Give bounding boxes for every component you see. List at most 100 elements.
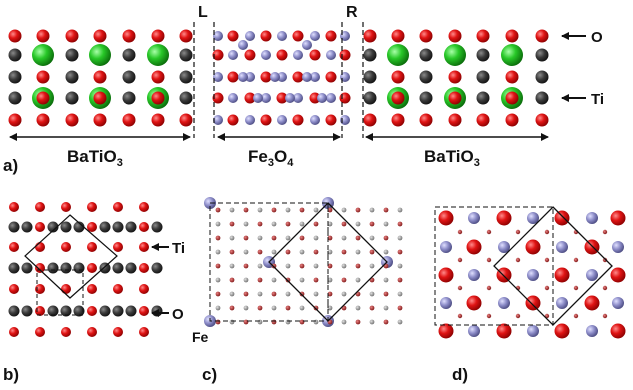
titanium-atom xyxy=(47,262,59,274)
oxygen-atom xyxy=(419,29,433,43)
small-oxygen-atom xyxy=(369,249,375,255)
small-oxygen-atom xyxy=(313,249,319,255)
interface-label-left: L xyxy=(198,4,208,21)
titanium-atom xyxy=(363,48,377,62)
barium-atom xyxy=(387,44,409,66)
small-oxygen-atom xyxy=(457,257,463,263)
oxygen-atom xyxy=(8,113,22,127)
titanium-atom xyxy=(151,262,163,274)
small-oxygen-atom xyxy=(383,235,389,241)
small-titanium-atom xyxy=(285,319,291,325)
small-oxygen-atom xyxy=(355,207,361,213)
oxygen-atom xyxy=(610,323,626,339)
iron-atom xyxy=(213,72,223,82)
oxygen-atom xyxy=(505,70,519,84)
small-titanium-atom xyxy=(229,263,235,269)
oxygen-atom xyxy=(496,267,512,283)
oxygen-atom xyxy=(391,29,405,43)
small-oxygen-atom xyxy=(229,305,235,311)
titanium-atom xyxy=(125,221,137,233)
arrow-o-label: O xyxy=(591,29,603,46)
titanium-atom xyxy=(8,305,20,317)
small-titanium-atom xyxy=(327,305,333,311)
iron-atom xyxy=(302,72,312,82)
iron-atom xyxy=(213,115,223,125)
small-oxygen-atom xyxy=(271,263,277,269)
oxygen-atom xyxy=(139,263,149,273)
small-titanium-atom xyxy=(257,207,263,213)
small-oxygen-atom xyxy=(215,207,221,213)
oxygen-atom xyxy=(339,92,351,104)
oxygen-atom xyxy=(505,29,519,43)
titanium-atom xyxy=(151,221,163,233)
oxygen-atom xyxy=(151,91,165,105)
small-oxygen-atom xyxy=(271,235,277,241)
oxygen-atom xyxy=(9,284,19,294)
oxygen-atom xyxy=(325,30,337,42)
small-oxygen-atom xyxy=(215,263,221,269)
oxygen-atom xyxy=(179,113,193,127)
oxygen-atom xyxy=(36,91,50,105)
small-oxygen-atom xyxy=(369,221,375,227)
oxygen-atom xyxy=(227,71,239,83)
small-oxygen-atom xyxy=(355,235,361,241)
small-oxygen-atom xyxy=(544,285,550,291)
small-titanium-atom xyxy=(383,305,389,311)
oxygen-atom xyxy=(93,70,107,84)
small-titanium-atom xyxy=(355,305,361,311)
region-label-right: BaTiO3 xyxy=(424,147,480,169)
iron-atom xyxy=(277,115,287,125)
iron-atom xyxy=(468,212,480,224)
small-titanium-atom xyxy=(341,263,347,269)
titanium-atom xyxy=(419,91,433,105)
small-titanium-atom xyxy=(341,319,347,325)
iron-atom xyxy=(317,93,327,103)
oxygen-atom xyxy=(448,113,462,127)
small-titanium-atom xyxy=(383,249,389,255)
oxygen-atom xyxy=(554,323,570,339)
oxygen-atom xyxy=(448,91,462,105)
panel-b-arrow-ti-label: Ti xyxy=(172,240,185,257)
titanium-atom xyxy=(122,91,136,105)
oxygen-atom xyxy=(391,70,405,84)
small-oxygen-atom xyxy=(515,229,521,235)
oxygen-atom xyxy=(36,70,50,84)
iron-atom xyxy=(440,241,452,253)
titanium-atom xyxy=(8,262,20,274)
small-titanium-atom xyxy=(257,291,263,297)
small-oxygen-atom xyxy=(486,285,492,291)
titanium-atom xyxy=(21,305,33,317)
small-oxygen-atom xyxy=(243,263,249,269)
iron-atom xyxy=(586,325,598,337)
oxygen-atom xyxy=(535,29,549,43)
titanium-atom xyxy=(363,70,377,84)
small-oxygen-atom xyxy=(243,319,249,325)
titanium-atom xyxy=(60,221,72,233)
oxygen-atom xyxy=(87,242,97,252)
region-label-middle: Fe3O4 xyxy=(248,147,294,169)
oxygen-atom xyxy=(363,29,377,43)
panel-b-unit-cell-diamond xyxy=(24,214,118,299)
oxygen-atom xyxy=(139,222,149,232)
small-titanium-atom xyxy=(313,235,319,241)
oxygen-atom xyxy=(61,284,71,294)
titanium-atom xyxy=(65,48,79,62)
iron-atom xyxy=(270,72,280,82)
small-oxygen-atom xyxy=(369,305,375,311)
titanium-atom xyxy=(419,70,433,84)
titanium-atom xyxy=(21,262,33,274)
oxygen-atom xyxy=(8,29,22,43)
small-oxygen-atom xyxy=(544,257,550,263)
titanium-atom xyxy=(73,262,85,274)
small-titanium-atom xyxy=(299,221,305,227)
oxygen-atom xyxy=(151,113,165,127)
barium-atom xyxy=(444,44,466,66)
small-titanium-atom xyxy=(215,277,221,283)
small-titanium-atom xyxy=(369,235,375,241)
oxygen-atom xyxy=(139,327,149,337)
titanium-atom xyxy=(60,305,72,317)
small-oxygen-atom xyxy=(602,229,608,235)
titanium-atom xyxy=(65,70,79,84)
oxygen-atom xyxy=(584,239,600,255)
barium-atom xyxy=(147,44,169,66)
